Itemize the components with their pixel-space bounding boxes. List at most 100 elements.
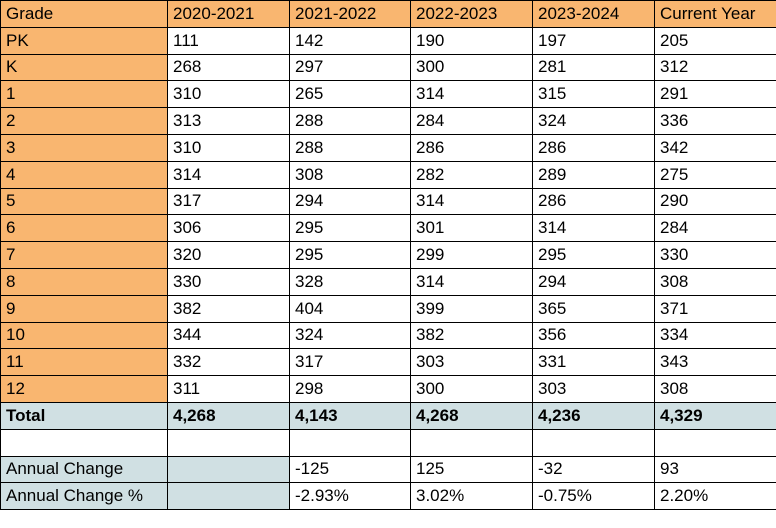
enrollment-cell: 290 <box>654 187 776 216</box>
grade-row: 8 330 328 314 294 308 <box>0 267 776 296</box>
grade-label: 12 <box>0 375 168 403</box>
grade-row: 5 317 294 314 286 290 <box>0 187 776 216</box>
enrollment-cell: 324 <box>532 107 655 135</box>
enrollment-cell: 382 <box>167 294 290 323</box>
enrollment-cell: 142 <box>289 26 411 55</box>
enrollment-cell: 310 <box>167 133 290 162</box>
enrollment-cell: 314 <box>410 187 533 216</box>
enrollment-cell: 286 <box>532 187 655 216</box>
enrollment-cell: 308 <box>654 375 776 403</box>
grade-label: 1 <box>0 80 168 109</box>
change-cell: -2.93% <box>289 482 411 511</box>
header-cell: 2020-2021 <box>167 0 290 28</box>
grade-row: 2 313 288 284 324 336 <box>0 107 776 135</box>
enrollment-cell: 331 <box>532 348 655 377</box>
enrollment-cell: 308 <box>289 160 411 189</box>
enrollment-cell: 265 <box>289 80 411 109</box>
enrollment-cell: 306 <box>167 214 290 243</box>
enrollment-cell: 294 <box>532 267 655 296</box>
enrollment-cell: 336 <box>654 107 776 135</box>
grade-label: 5 <box>0 187 168 216</box>
grade-row: 12 311 298 300 303 308 <box>0 375 776 403</box>
enrollment-cell: 344 <box>167 321 290 350</box>
enrollment-cell: 111 <box>167 26 290 55</box>
blank-cell <box>532 428 655 457</box>
enrollment-cell: 332 <box>167 348 290 377</box>
enrollment-cell: 320 <box>167 241 290 269</box>
grade-row: 6 306 295 301 314 284 <box>0 214 776 243</box>
change-cell: 93 <box>654 455 776 484</box>
enrollment-cell: 314 <box>532 214 655 243</box>
enrollment-cell: 298 <box>289 375 411 403</box>
total-row: Total 4,268 4,143 4,268 4,236 4,329 <box>0 401 776 430</box>
total-cell: 4,143 <box>289 401 411 430</box>
grade-row: K 268 297 300 281 312 <box>0 53 776 82</box>
enrollment-cell: 371 <box>654 294 776 323</box>
grade-label: 7 <box>0 241 168 269</box>
grade-row: 10 344 324 382 356 334 <box>0 321 776 350</box>
enrollment-cell: 297 <box>289 53 411 82</box>
enrollment-cell: 288 <box>289 133 411 162</box>
grade-label: 4 <box>0 160 168 189</box>
enrollment-cell: 299 <box>410 241 533 269</box>
grade-label: 11 <box>0 348 168 377</box>
enrollment-cell: 356 <box>532 321 655 350</box>
enrollment-cell: 365 <box>532 294 655 323</box>
enrollment-cell: 334 <box>654 321 776 350</box>
grade-row: 9 382 404 399 365 371 <box>0 294 776 323</box>
total-label: Total <box>0 401 168 430</box>
grade-label: 3 <box>0 133 168 162</box>
enrollment-cell: 300 <box>410 53 533 82</box>
enrollment-cell: 286 <box>532 133 655 162</box>
grade-label: 8 <box>0 267 168 296</box>
enrollment-cell: 312 <box>654 53 776 82</box>
annual-change-pct-row: Annual Change % -2.93% 3.02% -0.75% 2.20% <box>0 482 776 511</box>
grade-label: PK <box>0 26 168 55</box>
grade-label: 9 <box>0 294 168 323</box>
row-label: Annual Change <box>0 455 168 484</box>
enrollment-cell: 288 <box>289 107 411 135</box>
total-cell: 4,329 <box>654 401 776 430</box>
enrollment-cell: 295 <box>289 241 411 269</box>
change-cell: 125 <box>410 455 533 484</box>
enrollment-cell: 301 <box>410 214 533 243</box>
change-cell: 3.02% <box>410 482 533 511</box>
enrollment-cell: 314 <box>167 160 290 189</box>
change-cell: -125 <box>289 455 411 484</box>
header-cell: 2023-2024 <box>532 0 655 28</box>
enrollment-cell: 275 <box>654 160 776 189</box>
blank-cell <box>167 428 290 457</box>
enrollment-cell: 284 <box>654 214 776 243</box>
grade-row: 3 310 288 286 286 342 <box>0 133 776 162</box>
total-cell: 4,268 <box>410 401 533 430</box>
enrollment-cell: 268 <box>167 53 290 82</box>
grade-label: 2 <box>0 107 168 135</box>
total-cell: 4,236 <box>532 401 655 430</box>
blank-cell <box>289 428 411 457</box>
enrollment-cell: 330 <box>167 267 290 296</box>
enrollment-cell: 282 <box>410 160 533 189</box>
header-cell: Grade <box>0 0 168 28</box>
empty-cell <box>167 482 290 511</box>
enrollment-cell: 317 <box>167 187 290 216</box>
enrollment-cell: 308 <box>654 267 776 296</box>
enrollment-cell: 295 <box>532 241 655 269</box>
blank-cell <box>410 428 533 457</box>
enrollment-cell: 286 <box>410 133 533 162</box>
enrollment-cell: 324 <box>289 321 411 350</box>
enrollment-cell: 310 <box>167 80 290 109</box>
enrollment-cell: 328 <box>289 267 411 296</box>
enrollment-cell: 404 <box>289 294 411 323</box>
grade-label: K <box>0 53 168 82</box>
enrollment-cell: 342 <box>654 133 776 162</box>
enrollment-cell: 205 <box>654 26 776 55</box>
annual-change-row: Annual Change -125 125 -32 93 <box>0 455 776 484</box>
enrollment-cell: 291 <box>654 80 776 109</box>
table-body: Grade 2020-2021 2021-2022 2022-2023 2023-202… <box>0 0 776 511</box>
row-label: Annual Change % <box>0 482 168 511</box>
enrollment-cell: 330 <box>654 241 776 269</box>
total-cell: 4,268 <box>167 401 290 430</box>
header-cell: 2021-2022 <box>289 0 411 28</box>
enrollment-cell: 197 <box>532 26 655 55</box>
grade-row: PK 111 142 190 197 205 <box>0 26 776 55</box>
